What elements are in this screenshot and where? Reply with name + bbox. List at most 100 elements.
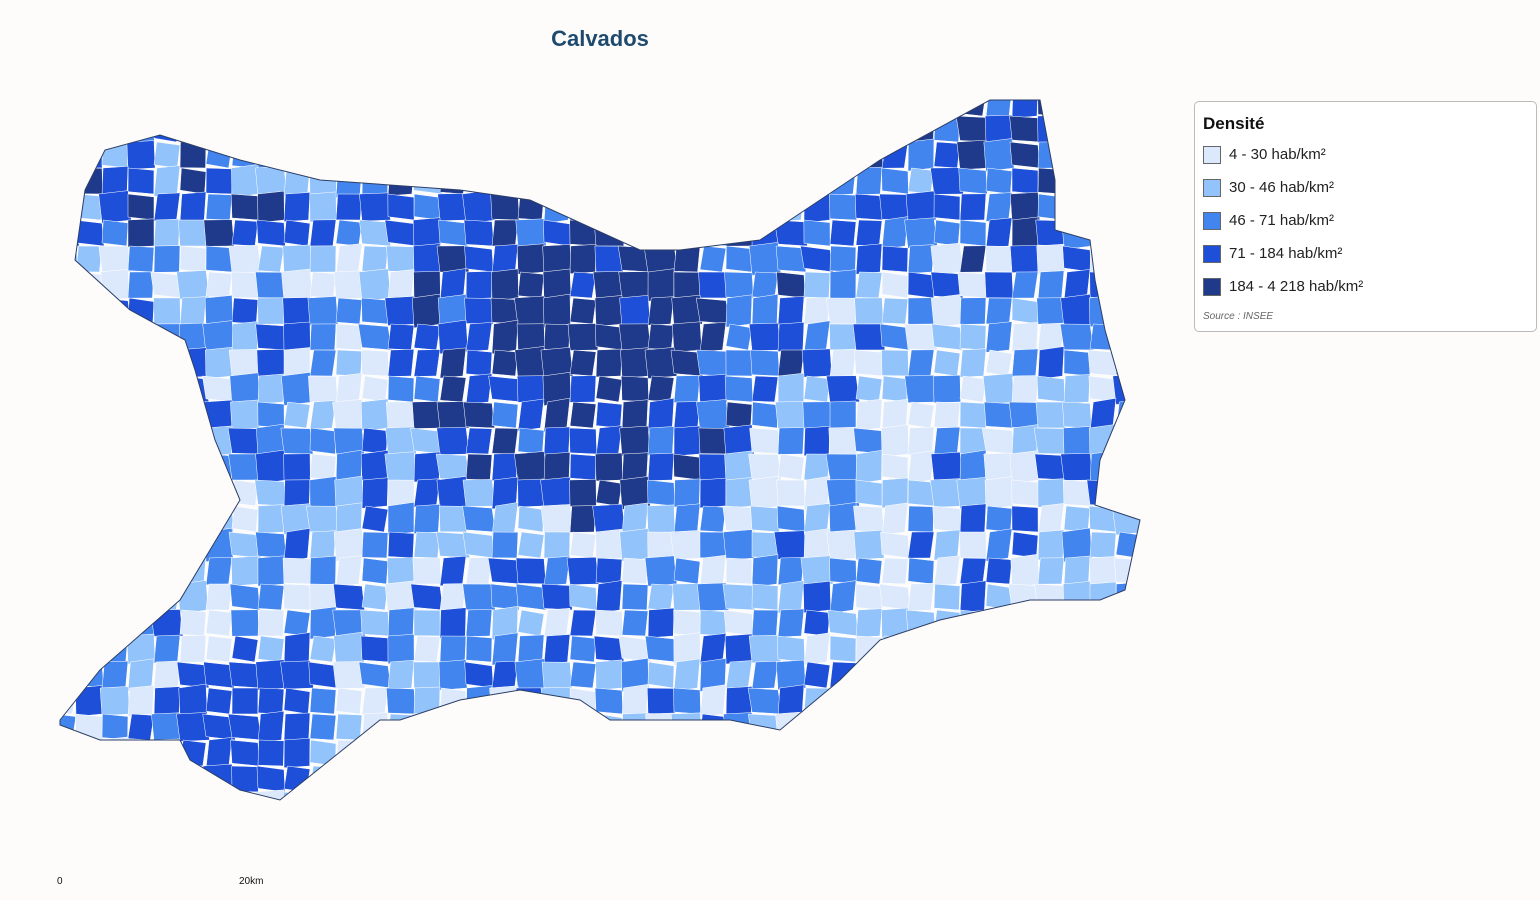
commune xyxy=(1037,711,1065,743)
commune xyxy=(179,167,207,195)
commune xyxy=(464,297,494,325)
commune xyxy=(491,632,519,666)
commune xyxy=(465,139,493,171)
commune xyxy=(178,765,208,793)
commune xyxy=(149,554,185,588)
commune xyxy=(699,791,727,800)
commune xyxy=(1089,687,1117,715)
commune xyxy=(881,789,909,800)
commune xyxy=(985,528,1013,562)
commune xyxy=(150,609,184,637)
commune xyxy=(229,583,261,611)
commune xyxy=(959,791,987,800)
commune xyxy=(231,141,259,169)
commune xyxy=(569,401,597,429)
commune xyxy=(829,400,857,430)
commune xyxy=(335,141,363,169)
commune xyxy=(543,100,571,120)
commune xyxy=(517,531,545,559)
commune xyxy=(673,658,701,692)
commune xyxy=(959,531,987,559)
commune xyxy=(1115,297,1140,325)
commune xyxy=(1011,736,1039,770)
commune xyxy=(126,791,156,800)
commune xyxy=(827,115,859,143)
commune xyxy=(305,790,341,800)
commune xyxy=(334,788,364,800)
commune xyxy=(361,583,389,611)
commune xyxy=(855,243,883,275)
commune xyxy=(439,635,467,663)
commune xyxy=(724,193,754,221)
commune xyxy=(257,609,285,637)
commune xyxy=(904,217,938,249)
commune xyxy=(387,501,415,537)
commune xyxy=(1011,375,1039,403)
commune xyxy=(257,504,285,534)
commune xyxy=(387,375,415,403)
commune xyxy=(773,530,809,560)
commune xyxy=(985,217,1013,249)
legend-label: 4 - 30 hab/km² xyxy=(1229,146,1326,163)
commune xyxy=(881,141,909,169)
commune xyxy=(619,528,651,562)
commune xyxy=(1087,141,1119,169)
commune xyxy=(724,140,754,170)
commune xyxy=(723,609,755,637)
commune xyxy=(205,453,233,481)
commune xyxy=(696,349,730,377)
commune xyxy=(1037,529,1065,561)
commune xyxy=(595,479,623,507)
commune xyxy=(880,323,910,351)
commune xyxy=(280,660,314,690)
commune xyxy=(75,297,103,325)
commune xyxy=(855,166,883,196)
commune xyxy=(621,399,649,431)
commune xyxy=(411,765,443,793)
commune xyxy=(101,791,129,800)
commune xyxy=(75,557,103,585)
commune xyxy=(881,100,909,117)
commune xyxy=(959,219,987,247)
commune xyxy=(361,375,389,403)
commune xyxy=(439,711,467,743)
commune xyxy=(335,713,363,741)
commune xyxy=(488,375,522,403)
commune xyxy=(1089,219,1117,247)
commune xyxy=(230,555,260,587)
commune xyxy=(671,294,703,328)
commune xyxy=(517,271,545,299)
commune xyxy=(412,141,442,169)
commune xyxy=(361,531,389,559)
commune xyxy=(1010,553,1040,589)
commune xyxy=(855,449,883,485)
commune xyxy=(60,450,77,484)
commune xyxy=(127,245,155,273)
commune xyxy=(751,660,779,690)
commune xyxy=(1089,791,1117,800)
commune xyxy=(618,762,652,796)
commune xyxy=(152,765,182,793)
commune xyxy=(60,687,77,715)
commune xyxy=(309,530,337,560)
commune xyxy=(464,245,494,273)
commune xyxy=(1063,607,1091,639)
commune xyxy=(879,661,911,689)
commune xyxy=(309,739,337,767)
commune xyxy=(595,452,623,482)
commune xyxy=(491,502,519,536)
commune xyxy=(360,609,390,637)
commune xyxy=(60,100,77,117)
commune xyxy=(878,687,912,715)
commune xyxy=(229,100,261,117)
commune xyxy=(205,167,233,195)
commune xyxy=(1063,100,1091,117)
commune xyxy=(1037,660,1065,690)
commune xyxy=(1037,503,1065,535)
commune xyxy=(543,607,571,639)
commune xyxy=(283,528,311,562)
commune xyxy=(985,609,1013,637)
commune xyxy=(569,583,597,611)
commune xyxy=(125,765,157,793)
commune xyxy=(309,219,337,247)
